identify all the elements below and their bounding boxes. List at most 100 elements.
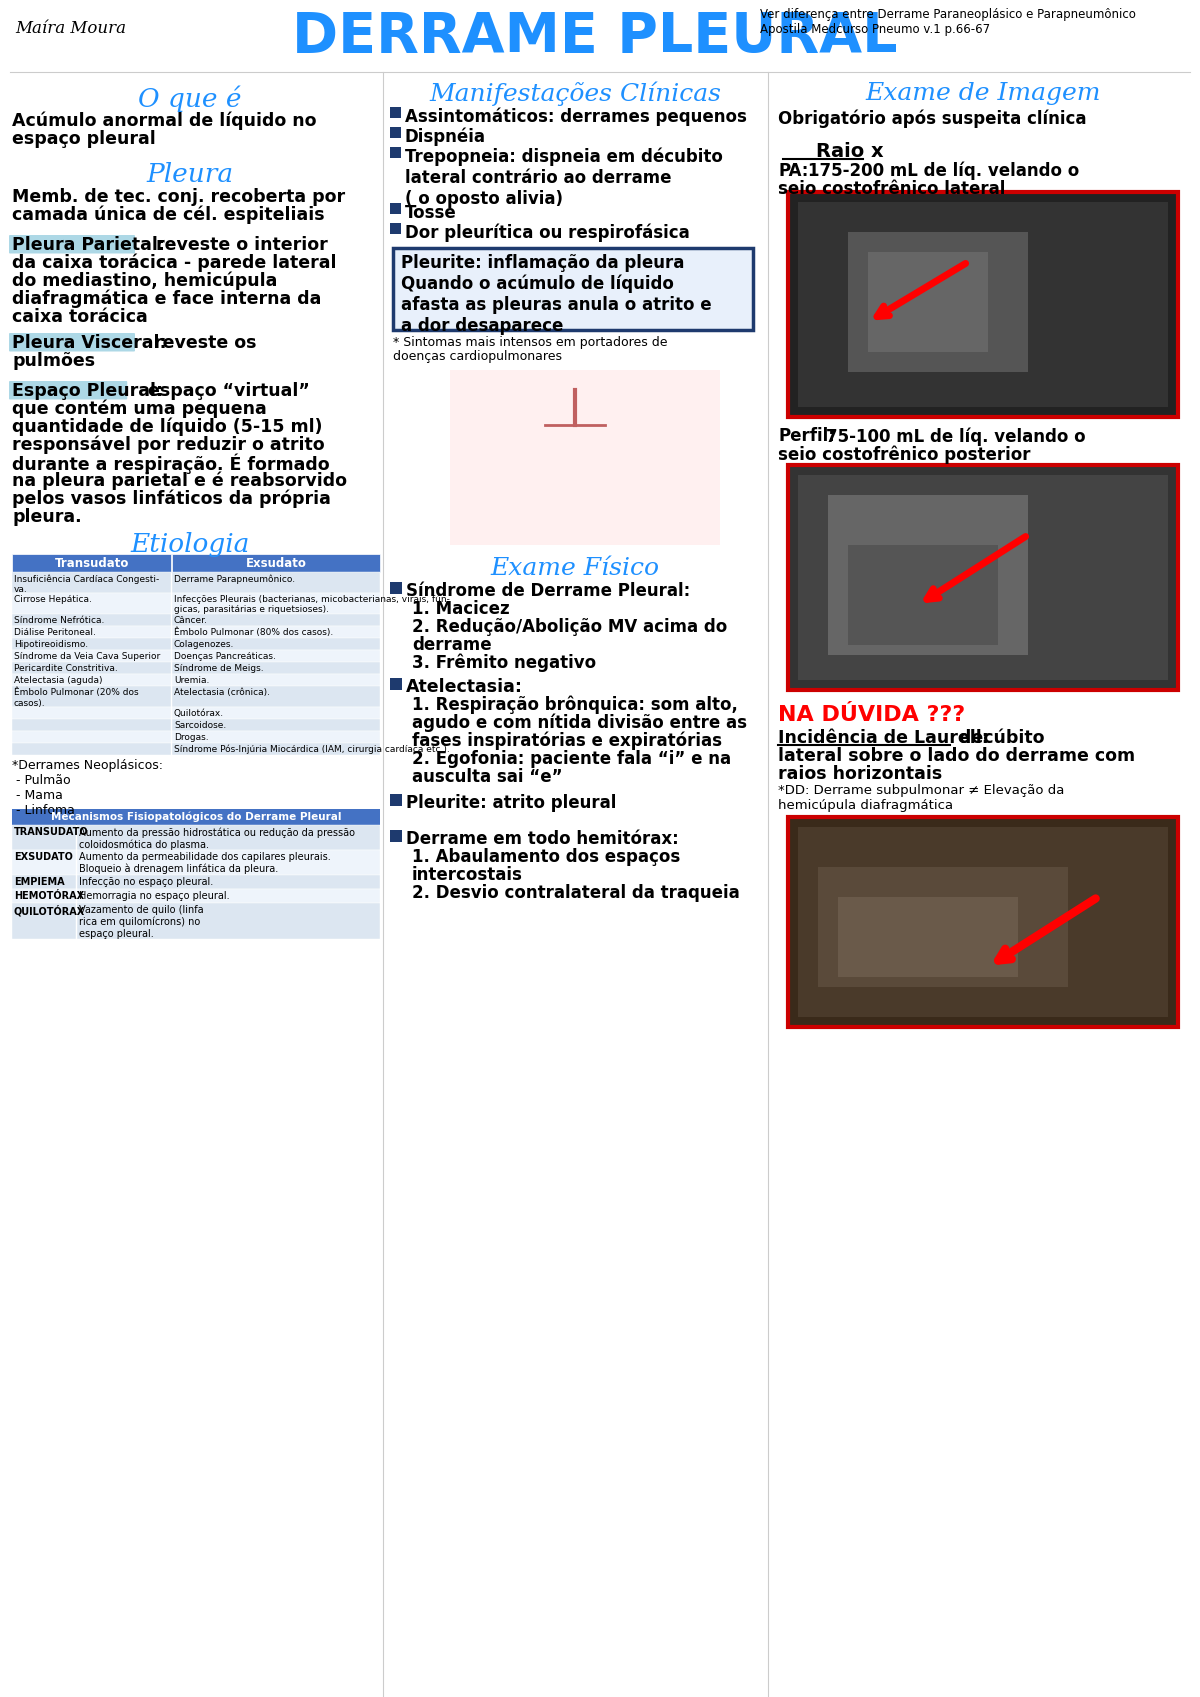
Text: 2. Redução/Abolição MV acima do: 2. Redução/Abolição MV acima do bbox=[412, 618, 727, 636]
FancyBboxPatch shape bbox=[390, 127, 401, 137]
Text: quantidade de líquido (5-15 ml): quantidade de líquido (5-15 ml) bbox=[12, 417, 323, 436]
Text: Pleura Parietal:: Pleura Parietal: bbox=[12, 236, 166, 255]
Text: camada única de cél. espiteliais: camada única de cél. espiteliais bbox=[12, 205, 325, 224]
FancyBboxPatch shape bbox=[77, 825, 380, 850]
FancyBboxPatch shape bbox=[390, 582, 402, 594]
Text: Atelectasia (aguda): Atelectasia (aguda) bbox=[14, 675, 102, 686]
FancyBboxPatch shape bbox=[12, 674, 172, 686]
FancyBboxPatch shape bbox=[10, 333, 134, 351]
FancyBboxPatch shape bbox=[77, 903, 380, 938]
FancyBboxPatch shape bbox=[828, 496, 1028, 655]
Text: doenças cardiopulmonares: doenças cardiopulmonares bbox=[394, 350, 562, 363]
Text: Derrame Parapneumônico.: Derrame Parapneumônico. bbox=[174, 574, 295, 584]
FancyBboxPatch shape bbox=[172, 638, 380, 650]
Text: Pleurite: atrito pleural: Pleurite: atrito pleural bbox=[406, 794, 617, 811]
FancyBboxPatch shape bbox=[788, 465, 1178, 691]
Text: Raio x: Raio x bbox=[816, 143, 883, 161]
Text: Doenças Pancreáticas.: Doenças Pancreáticas. bbox=[174, 652, 276, 662]
Text: Derrame em todo hemitórax:: Derrame em todo hemitórax: bbox=[406, 830, 679, 848]
Text: Pleurite: inflamação da pleura
Quando o acúmulo de líquido
afasta as pleuras anu: Pleurite: inflamação da pleura Quando o … bbox=[401, 255, 712, 334]
FancyBboxPatch shape bbox=[172, 626, 380, 638]
Text: ausculta sai “e”: ausculta sai “e” bbox=[412, 769, 563, 786]
Text: lateral sobre o lado do derrame com: lateral sobre o lado do derrame com bbox=[778, 747, 1135, 765]
Text: responsável por reduzir o atrito: responsável por reduzir o atrito bbox=[12, 436, 325, 455]
Text: durante a respiração. É formado: durante a respiração. É formado bbox=[12, 455, 330, 475]
Ellipse shape bbox=[590, 392, 660, 523]
Text: *Derrames Neoplásicos:
 - Pulmão
 - Mama
 - Linfoma: *Derrames Neoplásicos: - Pulmão - Mama -… bbox=[12, 759, 163, 816]
Text: fases inspiratórias e expiratórias: fases inspiratórias e expiratórias bbox=[412, 731, 722, 750]
Text: * Sintomas mais intensos em portadores de: * Sintomas mais intensos em portadores d… bbox=[394, 336, 667, 350]
Text: do mediastino, hemicúpula: do mediastino, hemicúpula bbox=[12, 272, 277, 290]
Text: Cirrose Hepática.: Cirrose Hepática. bbox=[14, 596, 92, 604]
FancyBboxPatch shape bbox=[390, 148, 401, 158]
FancyBboxPatch shape bbox=[10, 382, 127, 399]
Text: 2. Desvio contralateral da traqueia: 2. Desvio contralateral da traqueia bbox=[412, 884, 739, 903]
Text: Infecção no espaço pleural.: Infecção no espaço pleural. bbox=[79, 877, 214, 888]
Text: Mecanismos Fisiopatológicos do Derrame Pleural: Mecanismos Fisiopatológicos do Derrame P… bbox=[50, 811, 341, 821]
Text: 2. Egofonia: paciente fala “i” e na: 2. Egofonia: paciente fala “i” e na bbox=[412, 750, 731, 769]
Text: agudo e com nítida divisão entre as: agudo e com nítida divisão entre as bbox=[412, 714, 746, 733]
FancyBboxPatch shape bbox=[12, 553, 172, 572]
FancyBboxPatch shape bbox=[12, 743, 172, 755]
Text: Incidência de Laurell:: Incidência de Laurell: bbox=[778, 730, 989, 747]
Text: 1. Respiração brônquica: som alto,: 1. Respiração brônquica: som alto, bbox=[412, 696, 738, 714]
Text: espaço “virtual”: espaço “virtual” bbox=[142, 382, 310, 400]
FancyBboxPatch shape bbox=[12, 572, 172, 592]
FancyBboxPatch shape bbox=[390, 222, 401, 234]
Text: Aumento da permeabilidade dos capilares pleurais.
Bloqueio à drenagem linfática : Aumento da permeabilidade dos capilares … bbox=[79, 852, 331, 874]
Text: HEMOTÓRAX: HEMOTÓRAX bbox=[14, 891, 84, 901]
FancyBboxPatch shape bbox=[77, 876, 380, 889]
Text: Síndrome Pós-Injúria Miocárdica (IAM, cirurgia cardíaca etc.).: Síndrome Pós-Injúria Miocárdica (IAM, ci… bbox=[174, 745, 450, 755]
Ellipse shape bbox=[510, 392, 580, 523]
FancyBboxPatch shape bbox=[818, 867, 1068, 988]
Text: Obrigatório após suspeita clínica: Obrigatório após suspeita clínica bbox=[778, 110, 1086, 129]
Text: hemicúpula diafragmática: hemicúpula diafragmática bbox=[778, 799, 953, 811]
FancyBboxPatch shape bbox=[394, 248, 754, 329]
Text: Sarcoidose.: Sarcoidose. bbox=[174, 721, 227, 730]
Text: Síndrome da Veia Cava Superior: Síndrome da Veia Cava Superior bbox=[14, 652, 161, 662]
Text: Pleura: Pleura bbox=[146, 161, 234, 187]
FancyBboxPatch shape bbox=[12, 889, 76, 903]
Text: Drogas.: Drogas. bbox=[174, 733, 209, 742]
Text: QUILOTÓRAX: QUILOTÓRAX bbox=[14, 905, 85, 916]
Text: Ver diferença entre Derrame Paraneoplásico e Parapneumônico
Apostila Medcurso Pn: Ver diferença entre Derrame Paraneoplási… bbox=[760, 8, 1136, 36]
Text: EMPIEMA: EMPIEMA bbox=[14, 877, 65, 888]
Text: Maíra Moura: Maíra Moura bbox=[14, 20, 126, 37]
FancyBboxPatch shape bbox=[848, 232, 1028, 372]
Text: decúbito: decúbito bbox=[953, 730, 1044, 747]
Text: Transudato: Transudato bbox=[55, 557, 130, 570]
Text: Uremia.: Uremia. bbox=[174, 675, 209, 686]
FancyBboxPatch shape bbox=[390, 679, 402, 691]
FancyBboxPatch shape bbox=[838, 898, 1018, 977]
Text: Atelectasia:: Atelectasia: bbox=[406, 679, 523, 696]
FancyBboxPatch shape bbox=[172, 686, 380, 708]
Text: caixa torácica: caixa torácica bbox=[12, 307, 148, 326]
Text: NA DÚVIDA ???: NA DÚVIDA ??? bbox=[778, 704, 965, 725]
Text: 3. Frêmito negativo: 3. Frêmito negativo bbox=[412, 653, 596, 672]
Text: Exame de Imagem: Exame de Imagem bbox=[865, 81, 1100, 105]
FancyBboxPatch shape bbox=[848, 545, 998, 645]
Text: 175-200 mL de líq. velando o: 175-200 mL de líq. velando o bbox=[808, 161, 1079, 180]
FancyBboxPatch shape bbox=[12, 903, 76, 938]
Text: Diálise Peritoneal.: Diálise Peritoneal. bbox=[14, 628, 96, 636]
Text: Êmbolo Pulmonar (80% dos casos).: Êmbolo Pulmonar (80% dos casos). bbox=[174, 628, 334, 638]
Text: Aumento da pressão hidrostática ou redução da pressão
coloidosmótica do plasma.: Aumento da pressão hidrostática ou reduç… bbox=[79, 826, 355, 850]
FancyBboxPatch shape bbox=[12, 850, 76, 876]
Text: reveste o interior: reveste o interior bbox=[150, 236, 328, 255]
Text: pulmões: pulmões bbox=[12, 351, 95, 370]
Text: Tosse: Tosse bbox=[406, 204, 457, 222]
Text: PA:: PA: bbox=[778, 161, 809, 180]
FancyBboxPatch shape bbox=[172, 708, 380, 720]
Text: DERRAME PLEURAL: DERRAME PLEURAL bbox=[293, 10, 898, 64]
FancyBboxPatch shape bbox=[450, 370, 720, 545]
FancyBboxPatch shape bbox=[868, 251, 988, 351]
Text: intercostais: intercostais bbox=[412, 865, 523, 884]
Text: Pericardite Constritiva.: Pericardite Constritiva. bbox=[14, 664, 118, 674]
Text: Câncer.: Câncer. bbox=[174, 616, 208, 624]
Text: Pleura Visceral:: Pleura Visceral: bbox=[12, 334, 167, 351]
FancyBboxPatch shape bbox=[798, 826, 1168, 1017]
FancyBboxPatch shape bbox=[12, 876, 76, 889]
Text: que contém uma pequena: que contém uma pequena bbox=[12, 400, 266, 419]
Text: Quilotórax.: Quilotórax. bbox=[174, 709, 224, 718]
Text: espaço pleural: espaço pleural bbox=[12, 131, 156, 148]
